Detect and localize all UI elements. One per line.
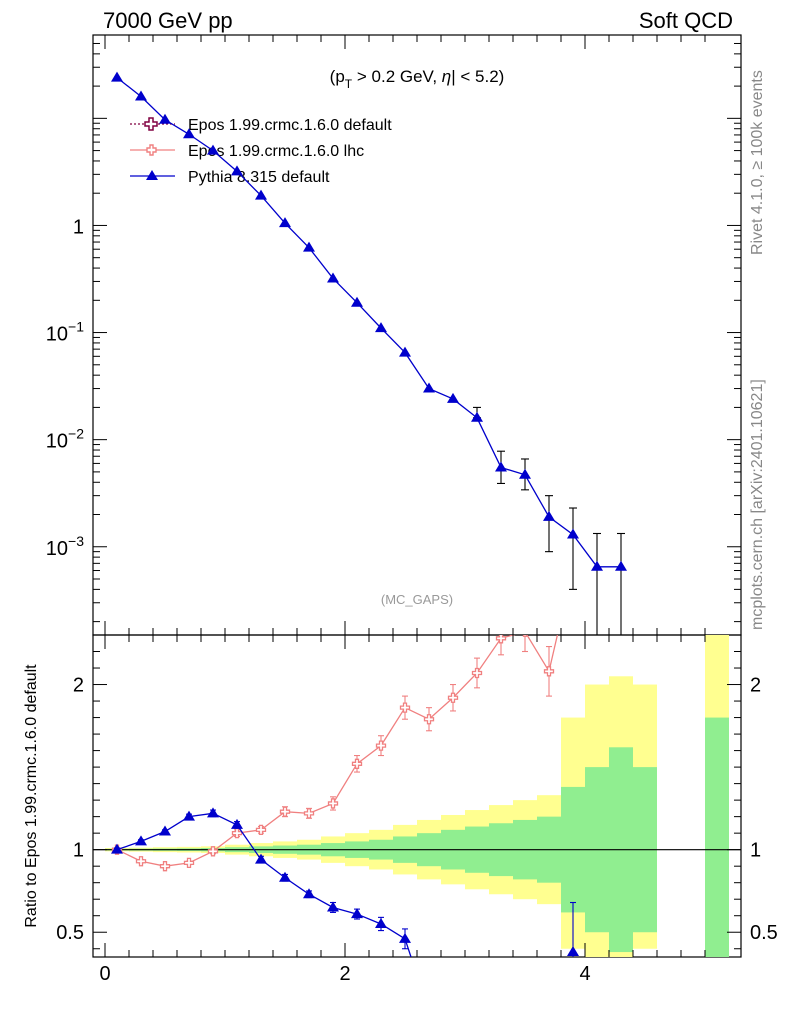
- epos-lhc-point: [135, 856, 147, 867]
- ratio-y-tick-label-right: 2: [750, 675, 761, 697]
- epos-lhc-point: [351, 758, 363, 769]
- pythia-point: [327, 272, 339, 283]
- pythia-point: [423, 382, 435, 393]
- ratio-y-axis-label: Ratio to Epos 1.99.crmc.1.6.0 default: [23, 664, 40, 928]
- ratio-x-tick-label: 4: [579, 963, 590, 985]
- pythia-ratio-point: [135, 835, 147, 846]
- ratio-y-tick-label: 1: [73, 840, 84, 862]
- analysis-watermark: (MC_GAPS): [381, 592, 453, 607]
- ratio-data: [93, 635, 741, 957]
- header-right: Soft QCD: [639, 8, 733, 33]
- pythia-ratio-point: [351, 908, 363, 919]
- pythia-point: [591, 560, 603, 571]
- pythia-point: [111, 71, 123, 82]
- pythia-ratio-line: [116, 812, 412, 957]
- pythia-ratio-point: [255, 853, 267, 864]
- pythia-point: [375, 322, 387, 333]
- pythia-ratio-point: [183, 810, 195, 821]
- pythia-point: [135, 90, 147, 101]
- pythia-ratio-point: [159, 825, 171, 836]
- pythia-ratio-point: [327, 901, 339, 912]
- ratio-x-tick-label: 0: [99, 963, 110, 985]
- epos-lhc-point: [279, 806, 291, 817]
- pythia-ratio-point: [303, 888, 315, 899]
- mcplots-source-label: mcplots.cern.ch [arXiv:2401.10621]: [749, 379, 766, 630]
- pythia-point: [447, 392, 459, 403]
- legend: Epos 1.99.crmc.1.6.0 default Epos 1.99.c…: [130, 117, 392, 186]
- main-y-tick-label: 10−3: [46, 533, 84, 560]
- legend-marker-pythia: [146, 170, 158, 180]
- ratio-band-inner: [705, 717, 729, 957]
- epos-lhc-point: [375, 740, 387, 751]
- pythia-ratio-point: [279, 871, 291, 882]
- epos-lhc-point: [159, 861, 171, 872]
- ratio-y-tick-label: 0.5: [56, 922, 84, 944]
- pythia-point: [351, 296, 363, 307]
- legend-marker-epos-lhc: [146, 144, 157, 156]
- main-y-tick-label: 1: [73, 216, 84, 238]
- main-axes: 1 10−1 10−2 10−3: [46, 34, 741, 635]
- epos-lhc-point: [522, 635, 528, 637]
- epos-lhc-point: [447, 692, 459, 703]
- pythia-ratio-point: [399, 932, 411, 943]
- pythia-point: [279, 217, 291, 228]
- main-y-tick-label: 10−1: [46, 319, 84, 346]
- epos-lhc-point: [183, 857, 195, 869]
- main-plot-title: (pT > 0.2 GeV, η| < 5.2): [330, 67, 505, 91]
- epos-lhc-point: [255, 824, 267, 836]
- pythia-ratio-point: [207, 807, 219, 818]
- pythia-point: [255, 189, 267, 200]
- epos-lhc-point: [543, 666, 555, 677]
- header-left: 7000 GeV pp: [103, 8, 233, 33]
- pythia-ratio-point: [111, 843, 123, 854]
- ratio-y-tick-label-right: 1: [750, 840, 761, 862]
- main-y-tick-label: 10−2: [46, 426, 84, 453]
- ratio-y-tick-label: 2: [73, 675, 84, 697]
- pythia-point: [207, 144, 219, 155]
- pythia-point: [231, 165, 243, 176]
- epos-lhc-point: [327, 798, 339, 809]
- epos-lhc-point: [423, 714, 435, 725]
- pythia-point: [303, 241, 315, 252]
- legend-label-epos-lhc: Epos 1.99.crmc.1.6.0 lhc: [188, 143, 364, 160]
- pythia-point: [543, 510, 555, 521]
- epos-lhc-point: [495, 635, 507, 644]
- main-data: [111, 71, 627, 635]
- pythia-main-line: [116, 77, 621, 568]
- epos-lhc-point: [399, 702, 411, 713]
- pythia-point: [519, 468, 531, 479]
- legend-label-pythia: Pythia 8.315 default: [188, 169, 330, 186]
- epos-lhc-point: [207, 846, 219, 857]
- pythia-point: [159, 113, 171, 124]
- pythia-point: [495, 461, 507, 472]
- pythia-point: [615, 560, 627, 571]
- ratio-y-tick-label-right: 0.5: [750, 922, 778, 944]
- epos-lhc-point: [303, 808, 315, 819]
- rivet-version-label: Rivet 4.1.0, ≥ 100k events: [749, 70, 766, 255]
- legend-label-epos-default: Epos 1.99.crmc.1.6.0 default: [188, 117, 392, 134]
- pythia-ratio-point: [375, 917, 387, 928]
- ratio-axes: 0.5 0.5 1 1 2 2 0 2 4: [56, 635, 778, 985]
- pythia-point: [471, 411, 483, 422]
- pythia-point: [183, 128, 195, 139]
- ratio-x-tick-label: 2: [339, 963, 350, 985]
- pythia-point: [567, 528, 579, 539]
- pythia-ratio-point: [231, 818, 243, 829]
- pythia-ratio-point: [567, 946, 579, 957]
- pythia-point: [399, 346, 411, 357]
- epos-lhc-point: [471, 667, 483, 679]
- epos-lhc-point: [231, 828, 243, 839]
- legend-marker-epos-default: [144, 117, 158, 131]
